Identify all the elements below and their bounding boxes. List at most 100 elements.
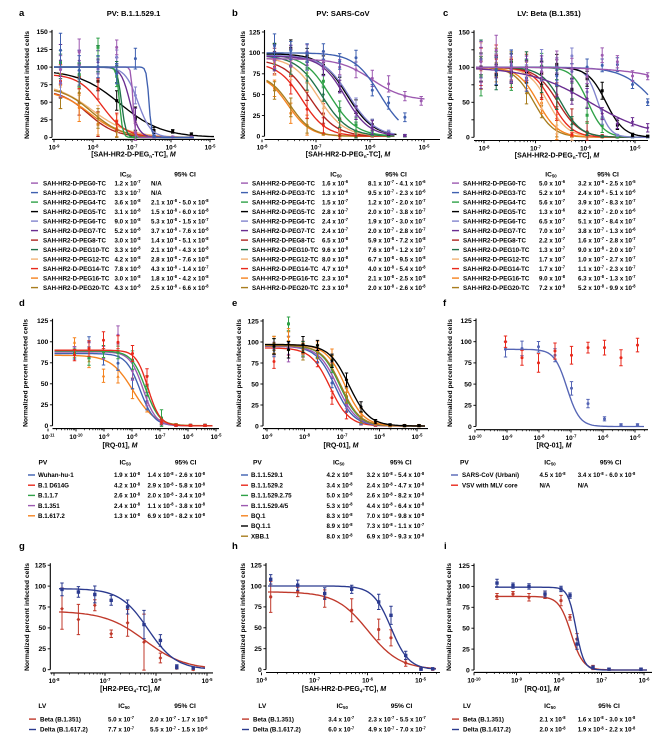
svg-text:IC50: IC50 bbox=[544, 460, 556, 467]
svg-text:8.3 x 10-8: 8.3 x 10-8 bbox=[327, 512, 354, 520]
svg-text:Delta (B.1.617.2): Delta (B.1.617.2) bbox=[40, 727, 88, 734]
svg-text:10-8: 10-8 bbox=[479, 145, 491, 153]
svg-text:SAH-HR2-D-PEG5-TC: SAH-HR2-D-PEG5-TC bbox=[43, 209, 106, 216]
svg-text:B.1 D614G: B.1 D614G bbox=[38, 482, 69, 489]
svg-text:Normalized percent infected ce: Normalized percent infected cells bbox=[447, 31, 454, 139]
svg-text:B.1.617.2: B.1.617.2 bbox=[38, 513, 65, 520]
svg-text:10-6: 10-6 bbox=[183, 433, 195, 441]
svg-text:10-7: 10-7 bbox=[566, 434, 578, 442]
svg-text:2.0 x 10-8 - 2.6 x 10-8: 2.0 x 10-8 - 2.6 x 10-8 bbox=[368, 284, 426, 292]
svg-text:100: 100 bbox=[458, 584, 470, 591]
svg-text:100: 100 bbox=[458, 65, 470, 72]
svg-text:2.9 x 10-8 - 5.8 x 10-8: 2.9 x 10-8 - 5.8 x 10-8 bbox=[148, 481, 206, 489]
svg-text:10-9: 10-9 bbox=[511, 676, 523, 684]
svg-text:100: 100 bbox=[36, 64, 48, 71]
svg-text:1.3 x 10-6: 1.3 x 10-6 bbox=[539, 208, 566, 216]
svg-text:1.2 x 10-7: 1.2 x 10-7 bbox=[115, 179, 142, 187]
svg-text:Delta (B.1.617.2): Delta (B.1.617.2) bbox=[253, 727, 301, 734]
svg-text:50: 50 bbox=[464, 381, 472, 388]
svg-text:50: 50 bbox=[40, 100, 48, 107]
svg-text:125: 125 bbox=[37, 318, 49, 325]
svg-text:4.5 x 10-8: 4.5 x 10-8 bbox=[540, 471, 567, 479]
svg-text:SAH-HR2-D-PEG16-TC: SAH-HR2-D-PEG16-TC bbox=[43, 275, 110, 282]
svg-text:100: 100 bbox=[35, 583, 47, 590]
svg-text:SAH-HR2-D-PEG6-TC: SAH-HR2-D-PEG6-TC bbox=[463, 218, 526, 225]
svg-text:2.4 x 10-8: 2.4 x 10-8 bbox=[114, 502, 141, 510]
svg-text:5.0 x 10-7: 5.0 x 10-7 bbox=[108, 715, 135, 723]
svg-text:9.0 x 10-8 - 2.0 x 10-7: 9.0 x 10-8 - 2.0 x 10-7 bbox=[578, 246, 636, 254]
svg-text:2.3 x 10-8: 2.3 x 10-8 bbox=[322, 284, 349, 292]
svg-text:a: a bbox=[19, 8, 25, 19]
svg-text:25: 25 bbox=[251, 402, 259, 409]
svg-text:4.0 x 10-8 - 5.4 x 10-8: 4.0 x 10-8 - 5.4 x 10-8 bbox=[368, 265, 426, 273]
svg-text:2.0 x 10-7 - 1.7 x 10-6: 2.0 x 10-7 - 1.7 x 10-6 bbox=[150, 715, 208, 723]
svg-text:VSV with MLV core: VSV with MLV core bbox=[462, 482, 518, 489]
svg-text:SAH-HR2-D-PEG3-TC: SAH-HR2-D-PEG3-TC bbox=[252, 190, 315, 197]
svg-text:0: 0 bbox=[45, 423, 49, 430]
svg-text:[RQ-01], M: [RQ-01], M bbox=[323, 443, 358, 450]
svg-text:3.4 x 10-8: 3.4 x 10-8 bbox=[327, 481, 354, 489]
svg-text:10-5: 10-5 bbox=[419, 144, 431, 152]
svg-text:[SAH-HR2-D-PEG4-TC], M: [SAH-HR2-D-PEG4-TC], M bbox=[302, 686, 386, 693]
svg-text:1.7 x 10-7: 1.7 x 10-7 bbox=[539, 255, 566, 263]
svg-text:IC50: IC50 bbox=[118, 703, 130, 710]
svg-text:10-10: 10-10 bbox=[467, 676, 481, 684]
svg-text:SAH-HR2-D-PEG4-TC: SAH-HR2-D-PEG4-TC bbox=[43, 199, 106, 206]
svg-text:SAH-HR2-D-PEG0-TC: SAH-HR2-D-PEG0-TC bbox=[252, 180, 315, 187]
svg-text:1.6 x 10-6: 1.6 x 10-6 bbox=[322, 179, 349, 187]
svg-text:4.2 x 10-8: 4.2 x 10-8 bbox=[115, 255, 142, 263]
svg-text:BQ.1: BQ.1 bbox=[251, 513, 266, 520]
svg-text:10-5: 10-5 bbox=[202, 677, 214, 685]
svg-text:10-7: 10-7 bbox=[127, 143, 139, 151]
svg-text:10-7: 10-7 bbox=[309, 677, 321, 685]
svg-text:SAH-HR2-D-PEG16-TC: SAH-HR2-D-PEG16-TC bbox=[463, 275, 530, 282]
svg-text:10-6: 10-6 bbox=[362, 677, 374, 685]
svg-text:3.1 x 10-8: 3.1 x 10-8 bbox=[115, 208, 142, 216]
svg-text:SAH-HR2-D-PEG12-TC: SAH-HR2-D-PEG12-TC bbox=[252, 256, 319, 263]
svg-text:125: 125 bbox=[458, 563, 470, 570]
svg-text:5.0 x 10-6: 5.0 x 10-6 bbox=[539, 179, 566, 187]
svg-text:2.0 x 10-8: 2.0 x 10-8 bbox=[540, 726, 567, 734]
svg-text:75: 75 bbox=[39, 604, 47, 611]
svg-text:[RQ-01], M: [RQ-01], M bbox=[524, 686, 559, 693]
svg-text:125: 125 bbox=[250, 562, 262, 569]
svg-text:10-5: 10-5 bbox=[630, 145, 642, 153]
svg-text:N/A: N/A bbox=[540, 482, 551, 489]
svg-text:SAH-HR2-D-PEG14-TC: SAH-HR2-D-PEG14-TC bbox=[43, 266, 110, 273]
svg-text:1.3 x 10-8: 1.3 x 10-8 bbox=[114, 512, 141, 520]
svg-text:6.3 x 10-8 - 1.3 x 10-7: 6.3 x 10-8 - 1.3 x 10-7 bbox=[578, 274, 636, 282]
svg-text:7.8 x 10-8: 7.8 x 10-8 bbox=[115, 265, 142, 273]
svg-text:SAH-HR2-D-PEG10-TC: SAH-HR2-D-PEG10-TC bbox=[463, 247, 530, 254]
svg-text:9.0 x 10-8: 9.0 x 10-8 bbox=[115, 217, 142, 225]
svg-text:B.1.1.529.2.75: B.1.1.529.2.75 bbox=[251, 493, 292, 500]
svg-text:BQ.1.1: BQ.1.1 bbox=[251, 523, 271, 530]
svg-text:B.1.1.529.1: B.1.1.529.1 bbox=[251, 472, 284, 479]
svg-text:3.2 x 10-8 - 5.4 x 10-8: 3.2 x 10-8 - 5.4 x 10-8 bbox=[367, 471, 425, 479]
svg-text:125: 125 bbox=[247, 318, 259, 325]
svg-text:0: 0 bbox=[42, 667, 46, 674]
svg-text:2.1 x 10-8 - 5.0 x 10-8: 2.1 x 10-8 - 5.0 x 10-8 bbox=[151, 198, 209, 206]
svg-text:2.0 x 10-7 - 2.8 x 10-7: 2.0 x 10-7 - 2.8 x 10-7 bbox=[368, 227, 426, 235]
svg-text:Normalized percent infected ce: Normalized percent infected cells bbox=[240, 31, 247, 139]
svg-text:10-8: 10-8 bbox=[534, 434, 546, 442]
svg-text:3.6 x 10-8: 3.6 x 10-8 bbox=[115, 198, 142, 206]
svg-text:Normalized percent infected ce: Normalized percent infected cells bbox=[240, 563, 247, 671]
svg-text:3.7 x 10-8 - 7.6 x 10-8: 3.7 x 10-8 - 7.6 x 10-8 bbox=[151, 227, 209, 235]
svg-text:2.5 x 10-8 - 6.6 x 10-8: 2.5 x 10-8 - 6.6 x 10-8 bbox=[151, 284, 209, 292]
svg-text:10-7: 10-7 bbox=[596, 676, 608, 684]
svg-text:SAH-HR2-D-PEG4-TC: SAH-HR2-D-PEG4-TC bbox=[463, 199, 526, 206]
svg-text:5.6 x 10-7: 5.6 x 10-7 bbox=[539, 198, 566, 206]
svg-text:2.0 x 10-8 - 3.4 x 10-8: 2.0 x 10-8 - 3.4 x 10-8 bbox=[148, 492, 206, 500]
svg-text:1.5 x 10-8 - 6.0 x 10-8: 1.5 x 10-8 - 6.0 x 10-8 bbox=[151, 208, 209, 216]
svg-text:4.3 x 10-8: 4.3 x 10-8 bbox=[115, 284, 142, 292]
svg-text:10-9: 10-9 bbox=[99, 433, 111, 441]
svg-text:8.2 x 10-7 - 2.0 x 10-6: 8.2 x 10-7 - 2.0 x 10-6 bbox=[578, 208, 636, 216]
svg-text:75: 75 bbox=[251, 360, 259, 367]
svg-text:100: 100 bbox=[460, 339, 472, 346]
svg-text:1.9 x 10-8 - 2.2 x 10-8: 1.9 x 10-8 - 2.2 x 10-8 bbox=[578, 726, 636, 734]
svg-text:10-6: 10-6 bbox=[598, 434, 610, 442]
svg-text:LV: Beta (B.1.351): LV: Beta (B.1.351) bbox=[517, 9, 581, 18]
svg-text:B.1.1.529.2: B.1.1.529.2 bbox=[251, 482, 284, 489]
svg-text:10-8: 10-8 bbox=[49, 677, 61, 685]
svg-text:4.2 x 10-8: 4.2 x 10-8 bbox=[114, 481, 141, 489]
